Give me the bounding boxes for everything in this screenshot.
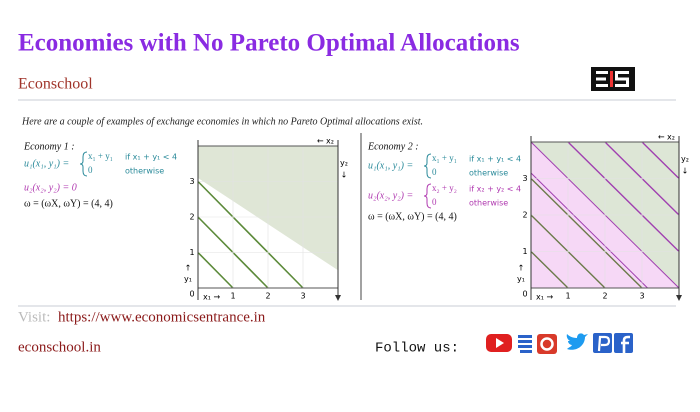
x2-label: ← x₂ <box>658 133 675 142</box>
case-value: 0 <box>432 197 437 207</box>
edgeworth-box: 1 2 3 1 2 3 0 x₁ → ↑ y₁ ← x₂ y₂ ↓ <box>517 133 689 302</box>
x-tick-label: 1 <box>230 292 235 301</box>
x-tick-label: 3 <box>300 292 305 301</box>
brace <box>79 151 88 177</box>
indifference-line <box>197 180 304 289</box>
x-tick-label: 2 <box>602 292 607 301</box>
brace <box>423 183 432 209</box>
endowment: ω = (ωX, ωY) = (4, 4) <box>368 211 457 222</box>
case-condition: if x₁ + y₁ < 4 <box>125 153 177 162</box>
origin-label: 0 <box>189 290 194 299</box>
youtube-icon[interactable] <box>486 334 512 352</box>
arrow-head <box>335 295 341 301</box>
y2-arrow: ↓ <box>682 167 689 176</box>
economy-label: Economy 1 : <box>23 141 75 152</box>
y1-label: y₁ <box>517 275 525 284</box>
case-condition: if x₁ + y₁ < 4 <box>469 155 521 164</box>
case-condition: if x₂ + y₂ < 4 <box>469 185 521 194</box>
x2-label: ← x₂ <box>317 137 334 146</box>
social-icons <box>486 333 633 354</box>
case-value: 0 <box>88 165 93 175</box>
y-tick-label: 2 <box>189 213 194 222</box>
logo <box>591 67 635 91</box>
case-value: x₁ + y₁ <box>432 153 457 163</box>
facebook-icon[interactable] <box>614 333 633 353</box>
brand: Econschool <box>18 76 93 93</box>
content: Economy 1 : u₁(x₁, y₁) = x₁ + y₁ if x₁ + y₁… <box>23 133 689 302</box>
feed-icon[interactable] <box>518 335 532 353</box>
x-tick-label: 2 <box>265 292 270 301</box>
y1-label: y₁ <box>184 275 192 284</box>
y2-arrow: ↓ <box>341 171 348 180</box>
indifference-line <box>530 178 643 289</box>
indifference-line <box>530 172 648 289</box>
endowment: ω = (ωX, ωY) = (4, 4) <box>24 198 113 209</box>
pinterest-icon[interactable] <box>593 333 612 353</box>
y1-arrow: ↑ <box>185 264 192 273</box>
arrow-head <box>676 295 682 301</box>
utility-lhs: u₂(x₂, y₂) = 0 <box>24 182 77 193</box>
quora-icon[interactable] <box>537 334 557 354</box>
y-tick-label: 2 <box>522 211 527 220</box>
url[interactable]: https://www.economicsentrance.in <box>58 309 266 325</box>
visit-label: Visit: <box>18 309 50 325</box>
utility-lhs: u₁(x₁, y₁) = <box>24 158 69 169</box>
y-tick-label: 1 <box>189 248 194 257</box>
y2-label: y₂ <box>681 155 689 164</box>
indifference-line <box>197 251 234 289</box>
indifference-line <box>530 251 569 289</box>
utility-lhs: u₁(x₁, y₁) = <box>368 160 413 171</box>
case-condition: otherwise <box>469 169 508 178</box>
x1-label: x₁ → <box>203 293 220 302</box>
y-tick-label: 3 <box>189 177 194 186</box>
y1-arrow: ↑ <box>518 264 525 273</box>
intro: Here are a couple of examples of exchang… <box>21 116 423 127</box>
case-value: x₂ + y₂ <box>432 183 457 193</box>
edgeworth-box: 1 2 3 1 2 3 0 x₁ → ↑ y₁ ← x₂ y₂ ↓ <box>184 137 348 302</box>
case-condition: otherwise <box>469 199 508 208</box>
x-tick-label: 1 <box>565 292 570 301</box>
indifference-line <box>641 141 680 179</box>
y2-label: y₂ <box>340 159 348 168</box>
follow-label: Follow us: <box>375 341 459 357</box>
economy-label: Economy 2 : <box>367 141 419 152</box>
y-tick-label: 1 <box>522 247 527 256</box>
twitter-icon[interactable] <box>566 333 588 350</box>
utility-lhs: u₂(x₂, y₂) = <box>368 190 413 201</box>
page-title: Economies with No Pareto Optimal Allocat… <box>18 30 520 57</box>
x1-label: x₁ → <box>536 293 553 302</box>
case-value: x₁ + y₁ <box>88 151 113 161</box>
site[interactable]: econschool.in <box>18 339 101 355</box>
indifference-line <box>567 141 680 252</box>
y-tick-label: 3 <box>522 174 527 183</box>
brace <box>423 153 432 179</box>
origin-label: 0 <box>522 290 527 299</box>
case-value: 0 <box>432 167 437 177</box>
case-condition: otherwise <box>125 167 164 176</box>
x-tick-label: 3 <box>639 292 644 301</box>
